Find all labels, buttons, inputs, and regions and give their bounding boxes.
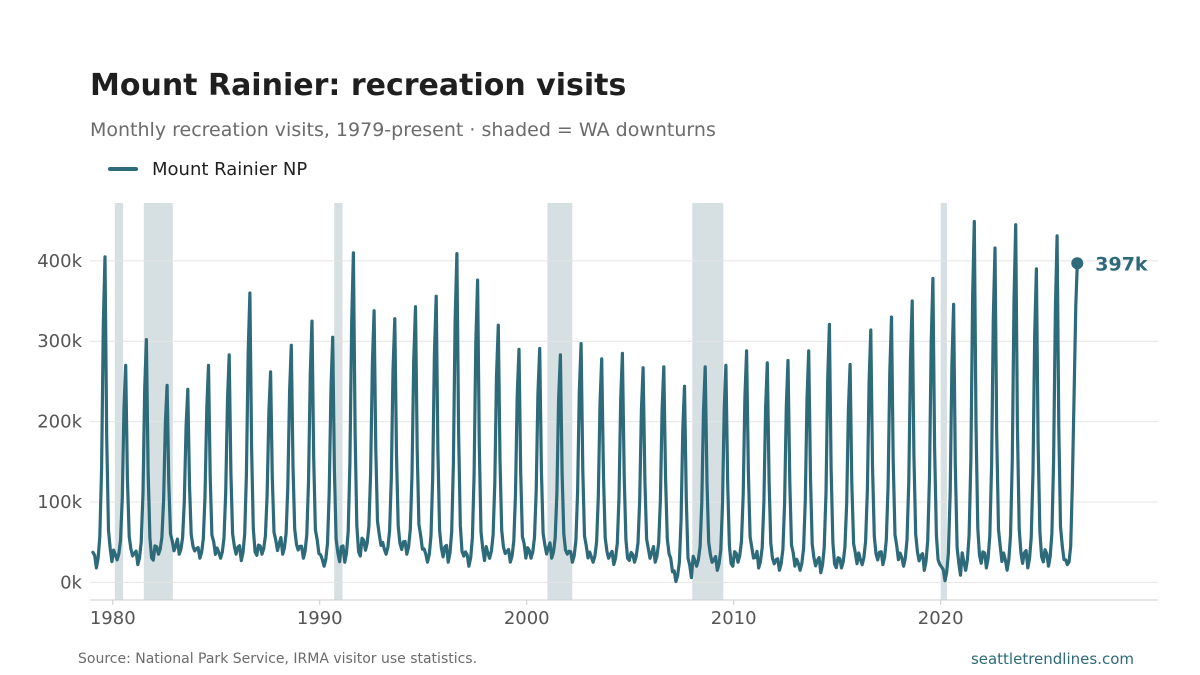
chart-title: Mount Rainier: recreation visits <box>90 68 627 103</box>
recession-band <box>940 203 947 600</box>
x-tick-label: 2000 <box>504 608 550 629</box>
y-tick-label: 200k <box>37 412 82 433</box>
y-tick-label: 300k <box>37 331 82 352</box>
x-tick-label: 1990 <box>297 608 343 629</box>
y-tick-label: 0k <box>60 572 82 593</box>
source-note: Source: National Park Service, IRMA visi… <box>78 651 478 667</box>
legend-swatch <box>108 167 138 171</box>
series-line <box>91 219 1079 584</box>
last-point-label: 397k <box>1095 253 1148 275</box>
y-tick-label: 100k <box>37 492 82 513</box>
legend-label: Mount Rainier NP <box>152 158 308 180</box>
recession-band <box>114 203 124 600</box>
legend: Mount Rainier NP <box>108 157 307 181</box>
y-tick-label: 400k <box>37 251 82 272</box>
x-tick-label: 2020 <box>918 608 964 629</box>
x-tick-label: 2010 <box>711 608 757 629</box>
last-point-marker <box>1071 257 1084 270</box>
x-tick-label: 1980 <box>90 608 136 629</box>
site-link[interactable]: seattletrendlines.com <box>970 650 1134 668</box>
chart-subtitle: Monthly recreation visits, 1979-present … <box>90 119 716 141</box>
recession-band <box>334 203 343 600</box>
